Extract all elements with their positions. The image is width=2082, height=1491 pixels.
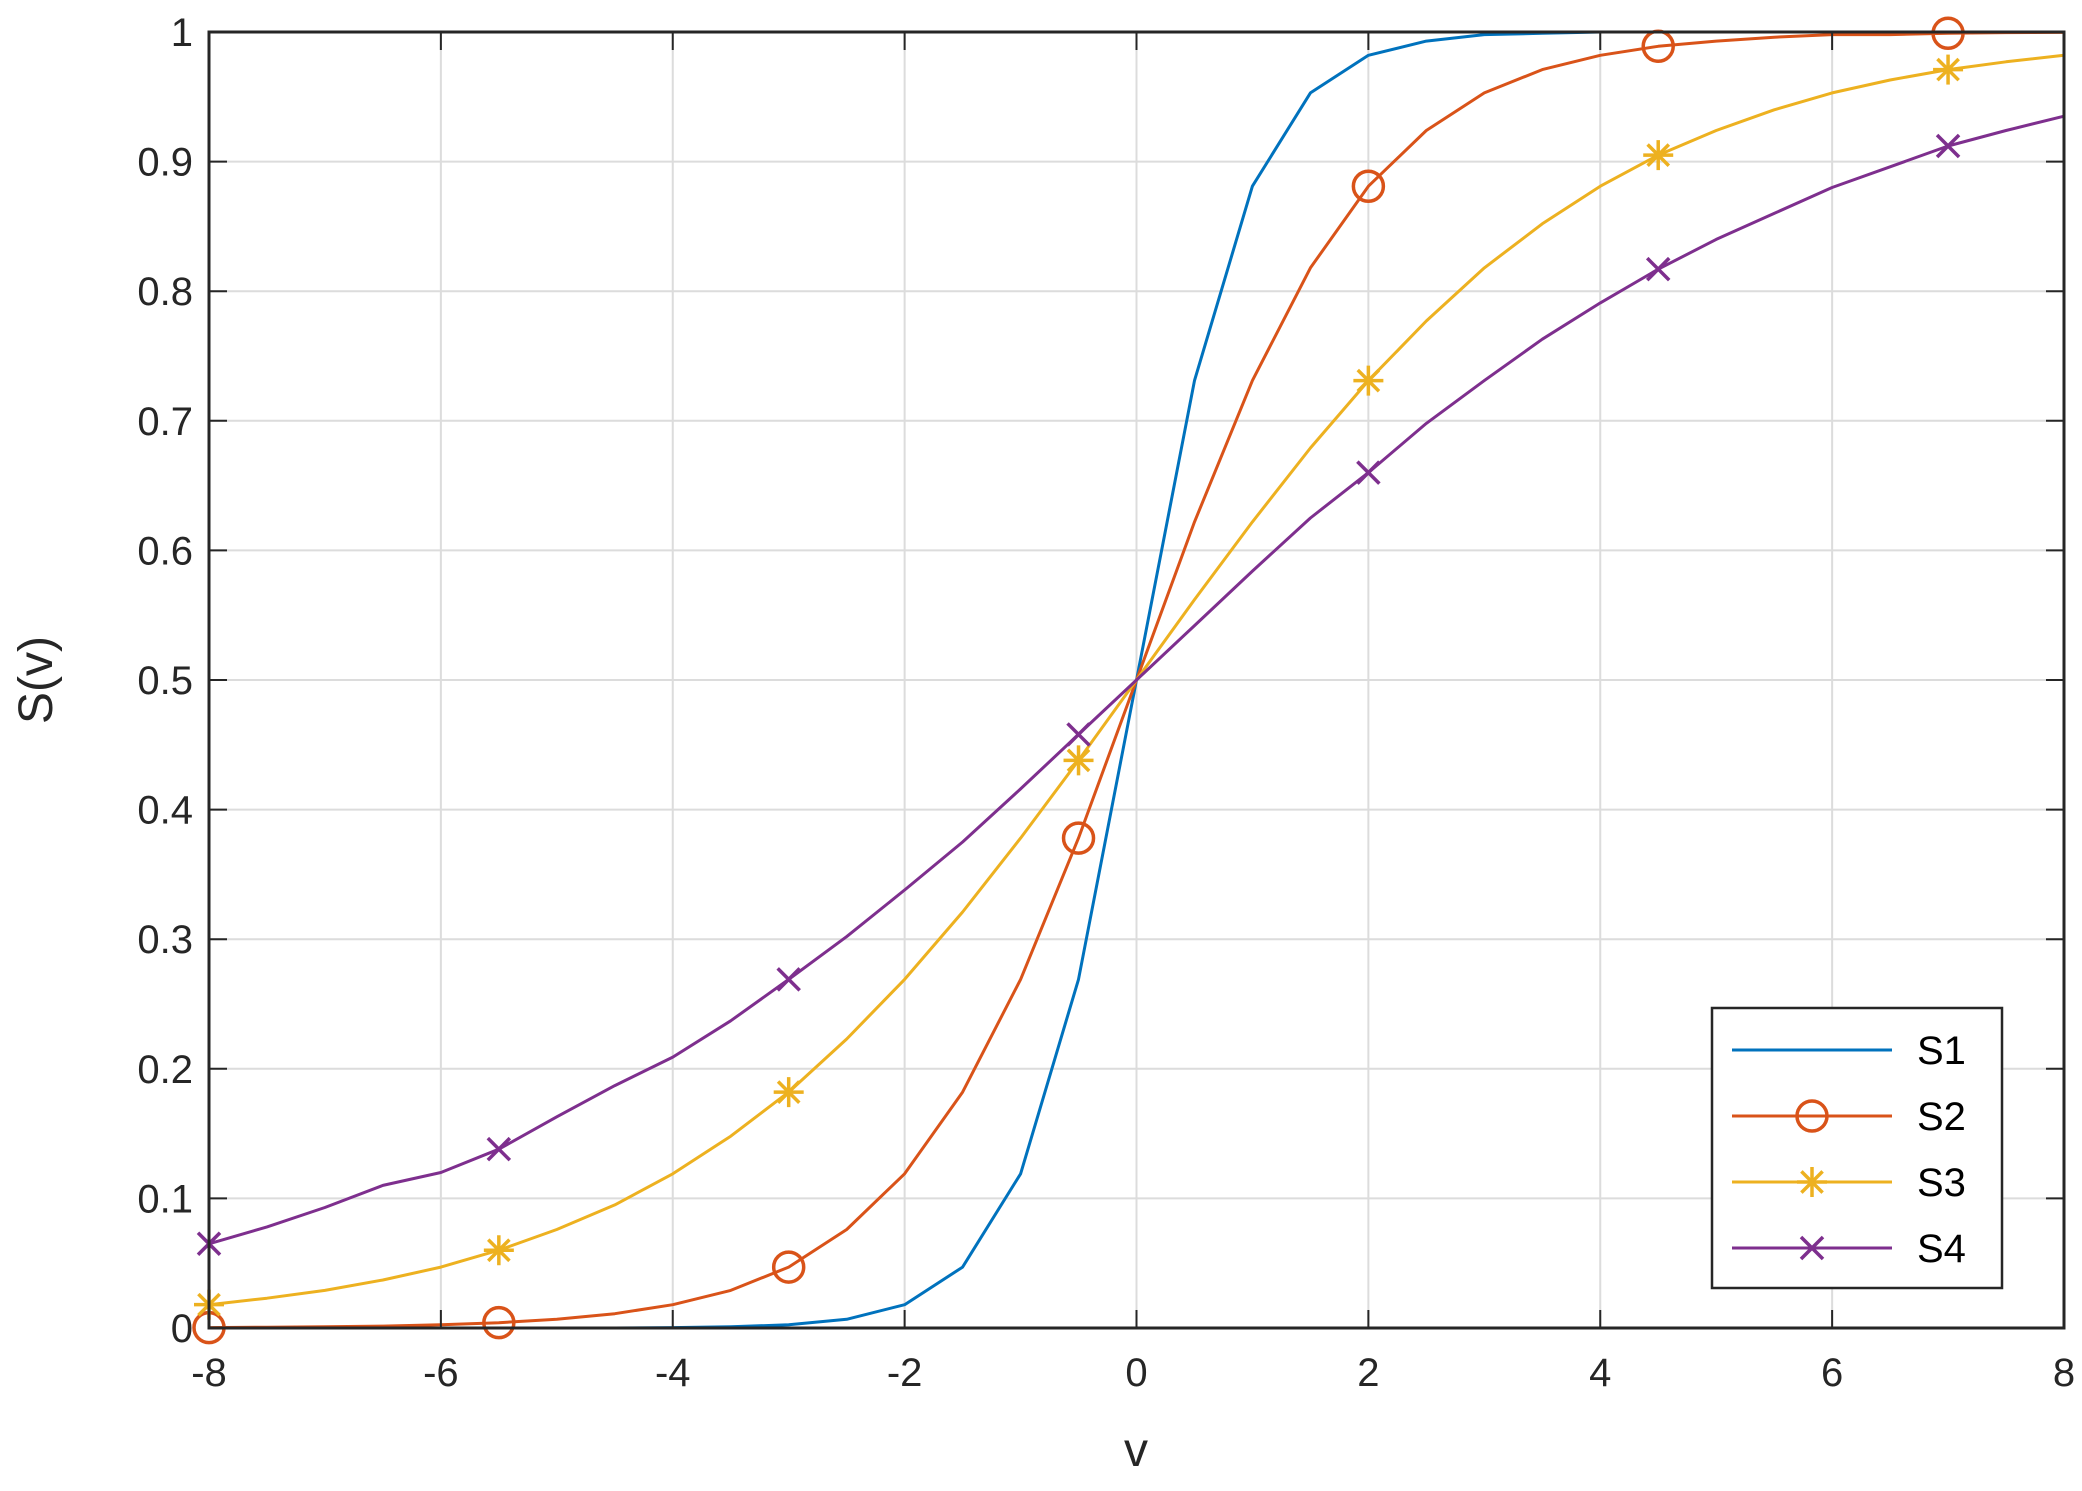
x-tick-label: -2 — [887, 1351, 923, 1395]
series-s3-point — [1353, 365, 1384, 396]
y-tick-label: 0 — [171, 1307, 193, 1351]
series-s2-point — [1061, 821, 1096, 855]
series-s3-point — [1063, 745, 1094, 776]
x-tick-label: 8 — [2053, 1351, 2075, 1395]
series-s4-point — [486, 1136, 512, 1162]
series-s2-point — [1351, 169, 1386, 203]
x-axis-title: v — [1124, 1424, 1148, 1477]
y-tick-label: 0.7 — [137, 400, 193, 444]
series-s3-point — [483, 1235, 514, 1266]
legend-marker-sample — [1799, 1235, 1825, 1261]
series-s4-point — [1356, 460, 1381, 485]
legend-entry-s1: S1 — [1732, 1029, 1966, 1073]
legend-label: S2 — [1917, 1095, 1966, 1139]
series-s4-line — [208, 114, 2065, 1246]
y-tick-label: 0.4 — [137, 789, 193, 833]
series-s4-point — [1935, 133, 1961, 159]
legend-entry-s2: S2 — [1732, 1095, 1966, 1139]
y-tick-label: 0.2 — [137, 1048, 193, 1092]
series-s4-point — [1066, 722, 1091, 747]
x-tick-label: 6 — [1821, 1351, 1843, 1395]
legend-label: S3 — [1917, 1161, 1966, 1205]
series-s4 — [196, 114, 2065, 1256]
series-s4-point — [1645, 256, 1671, 282]
x-tick-label: 0 — [1125, 1351, 1147, 1395]
legend-box — [1710, 1006, 2004, 1290]
y-tick-label: 0.3 — [137, 918, 193, 962]
y-tick-label: 0.8 — [137, 270, 193, 314]
y-tick-label: 0.5 — [137, 659, 193, 703]
series-s2-point — [771, 1250, 806, 1284]
y-tick-label: 0.6 — [137, 529, 193, 573]
y-tick-label: 1 — [171, 11, 193, 55]
legend: S1 S2 S3 S4 — [1710, 1006, 2004, 1290]
x-tick-label: -8 — [191, 1351, 227, 1395]
legend-label: S4 — [1917, 1227, 1966, 1271]
axis-ticks: -8 -6 -4 -2 0 2 4 6 8 0 0.1 0.2 0.3 0.4 0.5 0.6 0.7 0.8 0.… — [137, 11, 2075, 1395]
y-tick-label: 0.9 — [137, 141, 193, 185]
y-axis-title: S(v) — [10, 636, 63, 724]
series-s3-point — [773, 1077, 804, 1108]
series-s3-point — [1643, 140, 1674, 171]
x-tick-label: -4 — [655, 1351, 691, 1395]
legend-marker-sample — [1797, 1167, 1827, 1197]
series-s2-point — [482, 1305, 516, 1340]
x-tick-label: -6 — [423, 1351, 459, 1395]
legend-entry-s4: S4 — [1732, 1227, 1966, 1271]
legend-label: S1 — [1917, 1029, 1966, 1073]
legend-entry-s3: S3 — [1732, 1161, 1966, 1205]
series-s3-point — [1933, 54, 1964, 85]
x-tick-label: 2 — [1357, 1351, 1379, 1395]
series-s4-point — [776, 967, 801, 992]
x-tick-label: 4 — [1589, 1351, 1611, 1395]
y-tick-label: 0.1 — [137, 1177, 193, 1221]
legend-marker-sample — [1795, 1099, 1829, 1133]
